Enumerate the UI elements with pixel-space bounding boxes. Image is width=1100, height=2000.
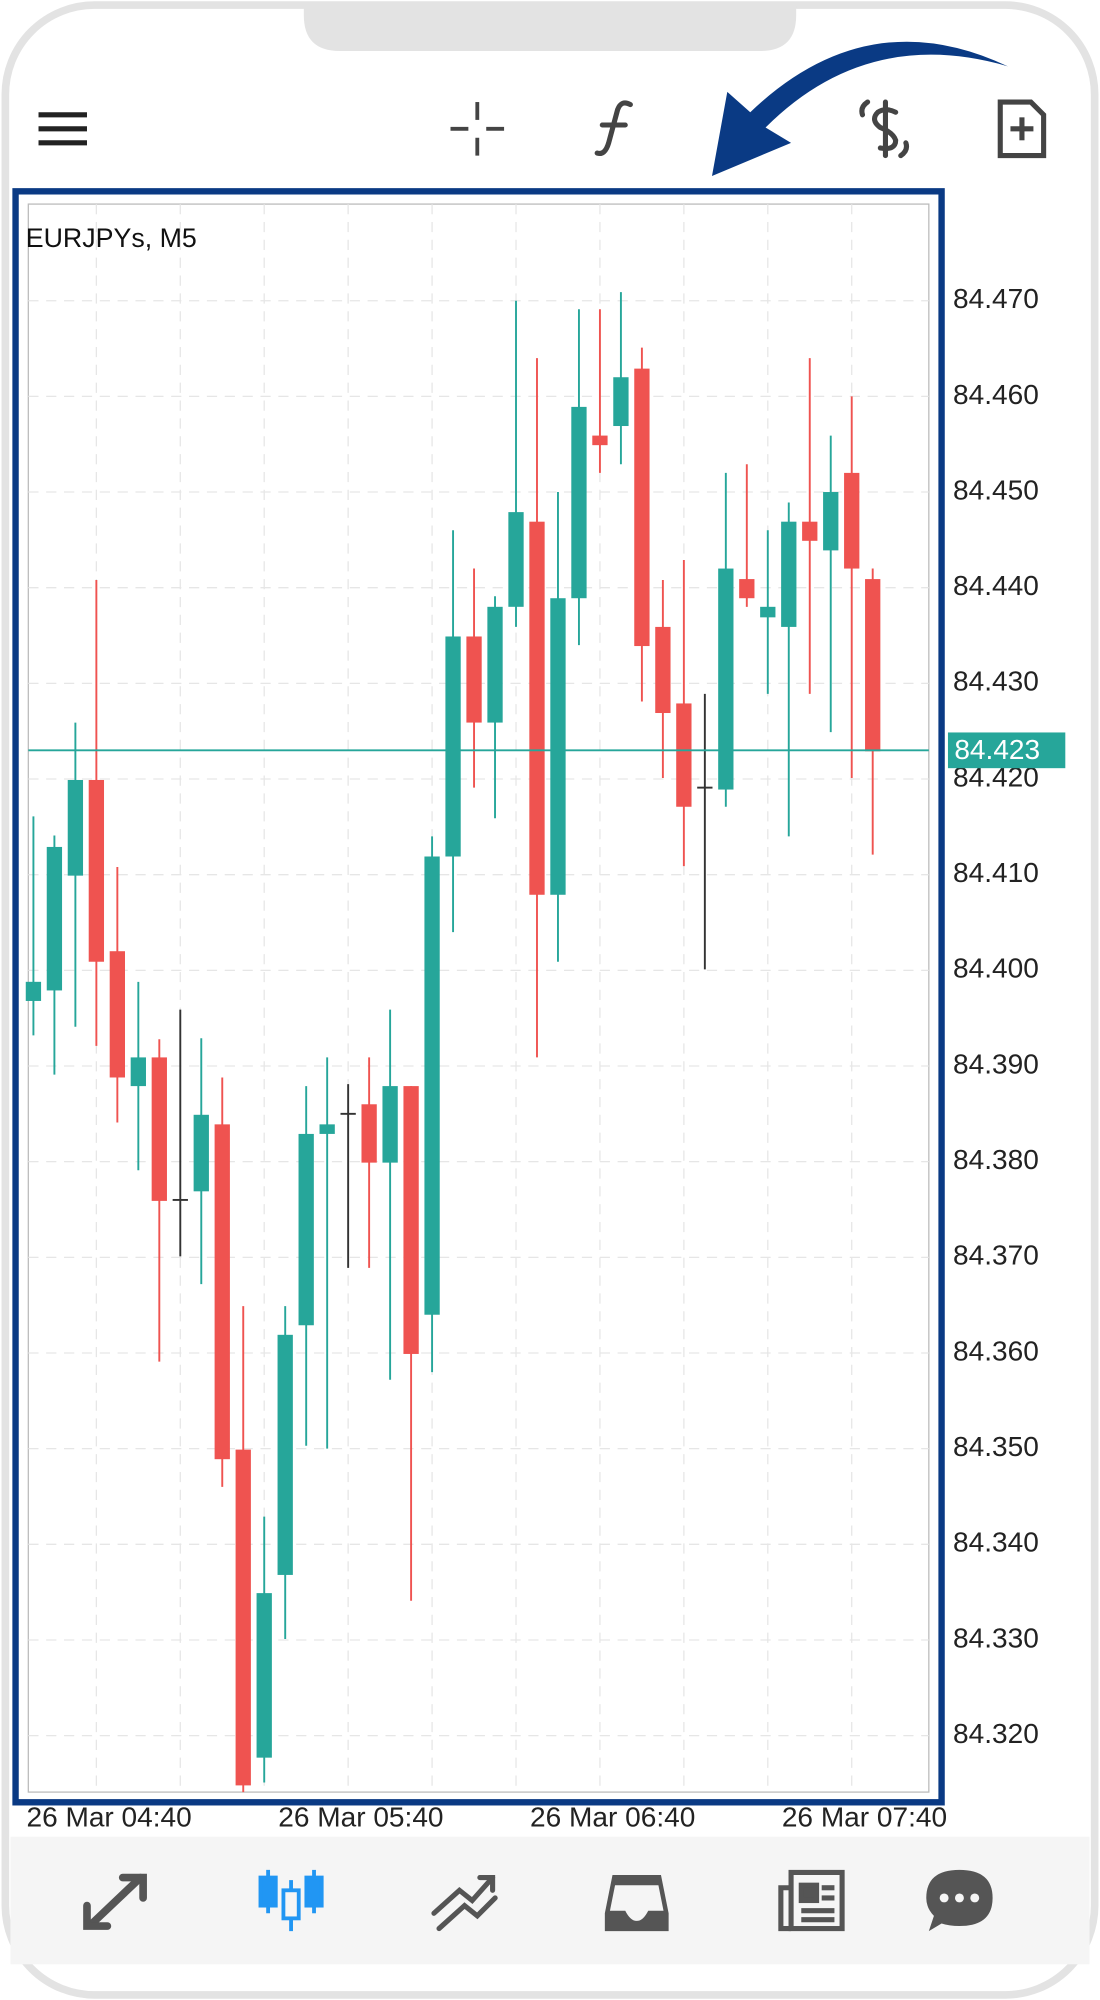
x-tick-label: 26 Mar 06:40 [530, 1801, 695, 1832]
last-price-label: 84.423 [954, 734, 1040, 765]
candle-body [634, 368, 650, 647]
candle-body [781, 521, 797, 627]
y-tick-label: 84.380 [953, 1144, 1039, 1175]
symbols-button[interactable] [859, 99, 910, 159]
candle-body [319, 1124, 335, 1134]
candle-body [550, 598, 566, 895]
candle-body [424, 856, 440, 1315]
y-tick-label: 84.430 [953, 666, 1039, 697]
candle-body [46, 846, 63, 991]
candle-body [277, 1334, 293, 1575]
candle-body [235, 1449, 251, 1786]
y-tick-label: 84.410 [953, 857, 1039, 888]
y-tick-label: 84.470 [953, 283, 1039, 314]
candle-body [865, 579, 881, 752]
y-tick-label: 84.460 [953, 379, 1039, 410]
y-tick-label: 84.440 [953, 570, 1039, 601]
candle-body [487, 606, 503, 723]
candle-body [445, 636, 461, 857]
nav-history[interactable] [604, 1875, 669, 1932]
candle-body [256, 1593, 272, 1758]
x-tick-label: 26 Mar 04:40 [26, 1801, 191, 1832]
candle-body [109, 951, 126, 1078]
crosshair-button[interactable] [450, 102, 505, 156]
bottom-nav [10, 1836, 1090, 1965]
candle-body [382, 1086, 398, 1163]
candle-body [592, 435, 608, 446]
nav-chart[interactable] [258, 1869, 324, 1932]
candle-body [613, 377, 629, 427]
hint-arrow [711, 41, 1008, 177]
y-tick-label: 84.360 [953, 1335, 1039, 1366]
candle-body [403, 1086, 419, 1354]
y-tick-label: 84.350 [953, 1431, 1039, 1462]
candle-body [823, 492, 839, 551]
nav-news[interactable] [778, 1869, 845, 1932]
nav-trade[interactable] [431, 1874, 498, 1932]
candle-body [130, 1057, 146, 1087]
candle-body [361, 1104, 377, 1163]
last-price-tag [947, 732, 1066, 769]
plot-area [27, 203, 930, 1793]
candle-body [67, 779, 84, 876]
candle-body [25, 981, 42, 1001]
candle-body [655, 626, 671, 714]
candle-body [214, 1124, 230, 1460]
candle-body [760, 606, 776, 618]
candle-body [739, 579, 755, 599]
chart-layer [25, 204, 929, 1793]
candle-body [571, 406, 587, 599]
y-tick-label: 84.370 [953, 1240, 1039, 1271]
candle-body [151, 1057, 167, 1201]
y-tick-label: 84.320 [953, 1718, 1039, 1749]
candle-body [529, 521, 545, 895]
y-tick-label: 84.400 [953, 953, 1039, 984]
candle-body [466, 636, 482, 723]
x-tick-label: 26 Mar 05:40 [278, 1801, 443, 1832]
nav-quotes[interactable] [83, 1873, 147, 1930]
y-tick-label: 84.390 [953, 1048, 1039, 1079]
candle-body [676, 703, 692, 807]
candle-body [298, 1133, 314, 1326]
x-tick-label: 26 Mar 07:40 [782, 1801, 947, 1832]
nav-chat[interactable] [926, 1869, 993, 1932]
menu-button[interactable] [38, 112, 87, 146]
candle-body [508, 512, 524, 607]
highlight-frame [12, 188, 945, 1806]
candle-body [718, 568, 734, 790]
y-tick-label: 84.330 [953, 1622, 1039, 1653]
y-tick-label: 84.340 [953, 1527, 1039, 1558]
chart-title: EURJPYs, M5 [26, 223, 197, 253]
y-tick-label: 84.450 [953, 474, 1039, 505]
candle-body [844, 472, 860, 569]
candle-body [88, 779, 105, 962]
new-order-button[interactable] [997, 99, 1047, 159]
notch [303, 5, 797, 52]
candle-body [193, 1114, 209, 1192]
candle-body [802, 521, 818, 541]
indicators-button[interactable] [594, 100, 633, 157]
